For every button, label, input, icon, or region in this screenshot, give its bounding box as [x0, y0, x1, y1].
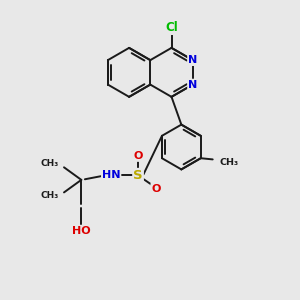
Text: N: N — [188, 80, 197, 90]
Text: Cl: Cl — [165, 21, 178, 34]
Text: CH₃: CH₃ — [41, 191, 59, 200]
Text: O: O — [151, 184, 161, 194]
Text: CH₃: CH₃ — [41, 159, 59, 168]
Text: O: O — [134, 151, 143, 161]
Text: HN: HN — [102, 170, 120, 180]
Text: N: N — [188, 55, 197, 65]
Text: S: S — [133, 169, 143, 182]
Text: CH₃: CH₃ — [219, 158, 238, 167]
Text: HO: HO — [72, 226, 91, 236]
